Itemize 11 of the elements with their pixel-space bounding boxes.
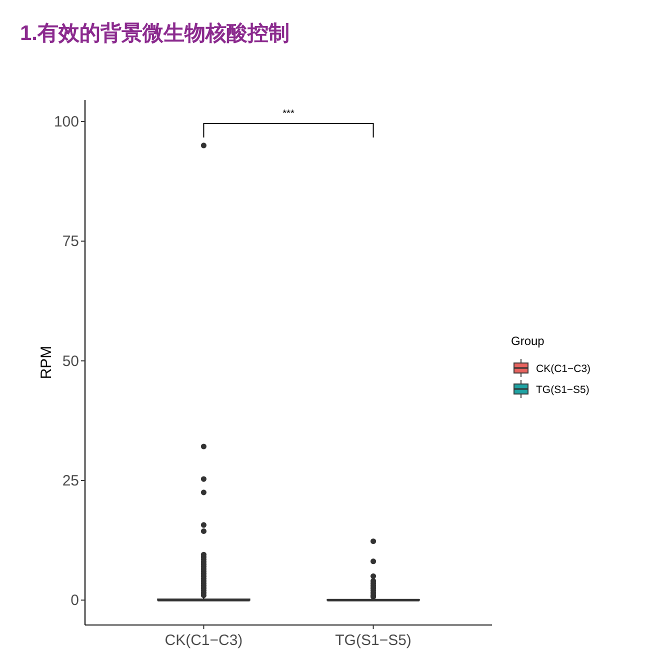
y-tick-label: 100 bbox=[54, 114, 79, 131]
y-axis-title: RPM bbox=[38, 346, 55, 380]
y-tick-label: 0 bbox=[70, 592, 79, 610]
legend-title: Group bbox=[511, 334, 545, 348]
y-tick-label: 75 bbox=[62, 233, 79, 250]
y-tick-label: 25 bbox=[62, 472, 79, 490]
legend-label: TG(S1−S5) bbox=[536, 384, 590, 396]
legend-label: CK(C1−C3) bbox=[536, 363, 591, 375]
chart-title: 1.有效的背景微生物核酸控制 bbox=[20, 22, 290, 45]
annotation: *** bbox=[282, 108, 294, 120]
y-tick-label: 50 bbox=[62, 352, 79, 370]
